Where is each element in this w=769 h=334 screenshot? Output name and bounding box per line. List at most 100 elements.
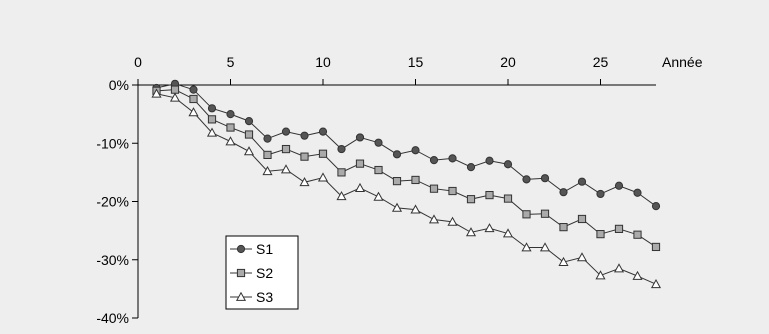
legend-item-s2: S2 [230,265,273,281]
data-point [466,163,476,172]
chart-series [151,79,662,289]
data-point [428,214,440,224]
data-point [355,159,365,168]
y-tick-label: 0% [109,77,129,93]
data-point [633,230,642,239]
data-point [502,228,514,238]
data-point [318,127,328,136]
data-point [262,165,273,176]
data-point [354,182,366,192]
data-point [503,194,513,203]
data-point [558,256,569,266]
data-point [559,223,568,232]
data-point [503,160,513,169]
data-point [522,175,531,184]
data-point [614,181,624,190]
data-point [207,115,217,124]
data-point [447,216,458,226]
y-tick-label: -10% [96,135,129,151]
x-tick-label: 0 [134,54,142,70]
data-point [263,150,272,160]
data-point [318,149,328,158]
data-point [206,127,218,137]
data-point [614,224,624,233]
data-point [577,177,587,186]
data-point [391,202,403,212]
legend-marker [236,244,246,254]
data-point [410,204,421,214]
x-tick-label: 10 [315,54,331,70]
data-point [522,210,531,219]
series-line [156,89,657,248]
data-point [170,85,180,94]
data-point [465,227,477,237]
data-point [632,270,643,280]
data-point [466,195,476,204]
data-point [411,175,420,185]
data-point [317,172,329,182]
data-point [540,209,550,218]
data-point [521,242,532,252]
data-point [226,123,235,132]
data-point [226,110,235,119]
data-point [281,127,291,136]
data-point [448,186,457,196]
data-point [650,278,662,289]
y-tick-label: -30% [96,252,129,268]
data-point [337,144,346,154]
y-tick-label: -40% [96,310,129,326]
data-point [169,92,181,102]
data-point [576,252,588,262]
data-point [651,202,661,211]
data-point [244,117,254,126]
data-point [300,152,309,161]
data-point [337,168,346,177]
x-tick-label: 15 [408,54,424,70]
x-tick-label: 5 [227,54,235,70]
data-point [392,177,402,186]
data-point [151,88,162,98]
data-point [633,188,642,197]
y-tick-label: -20% [96,194,129,210]
legend-label: S2 [256,265,273,281]
data-point [336,191,347,201]
data-point [189,94,198,104]
data-point [411,146,420,155]
x-axis-title: Année [662,54,703,70]
data-point [392,150,402,159]
data-point [577,214,587,224]
data-point [280,164,292,174]
data-point [374,165,383,175]
data-point [429,156,439,165]
chart-legend: S1 S2 S3 [225,235,299,310]
data-point [374,138,383,147]
data-point [485,156,494,165]
legend-marker [236,268,246,278]
data-point [596,230,605,239]
data-point [243,146,255,156]
series-s3 [151,88,662,289]
x-tick-label: 25 [593,54,609,70]
data-point [225,136,236,146]
data-point [613,263,625,273]
data-point [485,190,494,200]
legend-item-s3: S3 [230,289,273,305]
data-point [299,177,310,187]
data-point [651,242,661,252]
data-point [207,104,217,113]
data-point [484,223,495,233]
series-line [156,93,657,285]
data-point [355,133,365,142]
data-point [281,144,291,154]
chart-axes: 0 5 10 15 20 25 Année 0% -10% -20% -30% -40% [96,54,702,326]
data-point [539,242,551,252]
data-point [189,85,198,94]
data-point [540,174,550,183]
data-point [244,130,254,139]
data-point [559,188,568,197]
x-tick-label: 20 [500,54,516,70]
legend-item-s1: S1 [230,241,273,257]
data-point [373,191,384,201]
data-point [596,189,605,199]
